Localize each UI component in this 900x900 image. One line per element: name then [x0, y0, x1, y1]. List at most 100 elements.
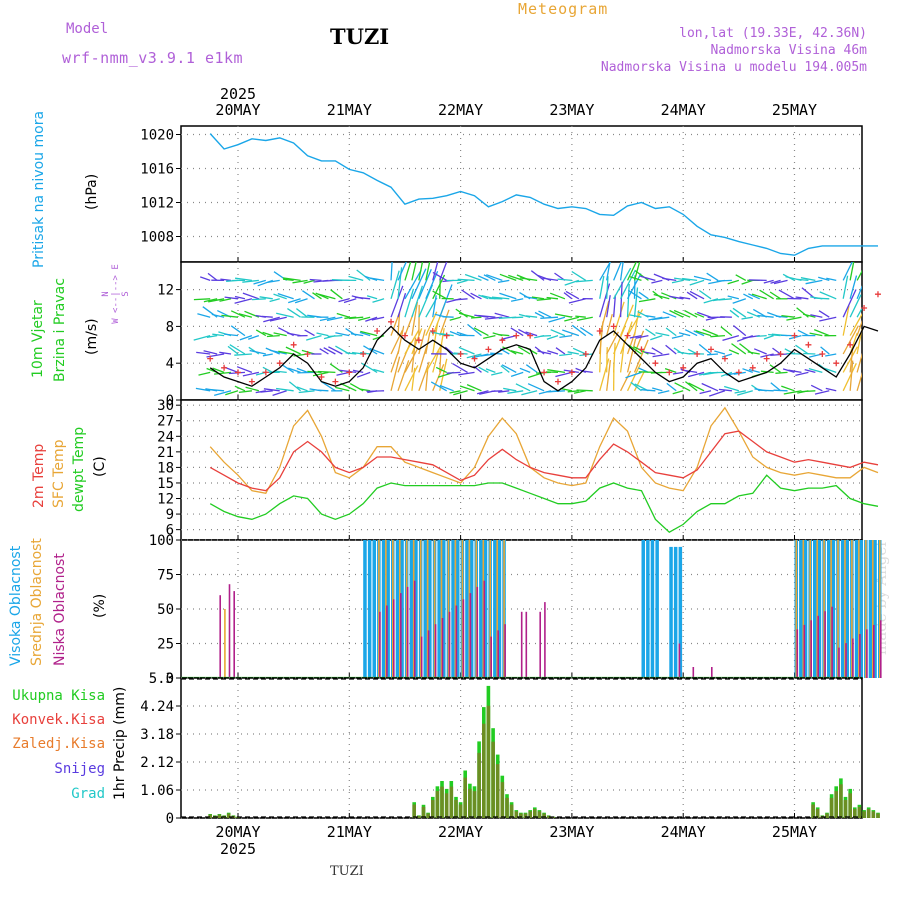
wind-vector [662, 277, 677, 282]
wind-vector [518, 328, 531, 337]
wind-vector [606, 347, 608, 373]
wind-vector [199, 276, 211, 282]
wind-vector [206, 334, 218, 338]
wind-vector [721, 353, 733, 358]
wind-vector [227, 345, 239, 355]
cloud-bar-low [803, 624, 806, 678]
wind-vector [695, 330, 712, 337]
precip-bar-convective [486, 705, 491, 818]
cloud-bar-mid [496, 540, 498, 678]
cloud-bar-high [363, 540, 367, 678]
cloud-bar-high [655, 540, 659, 678]
y-tick-label: 1020 [140, 128, 174, 144]
wind-vector [770, 382, 781, 392]
precip-bar-convective [217, 814, 222, 818]
wind-vector [432, 271, 448, 281]
top-day-label: 20MAY [215, 101, 260, 119]
y-tick-label: 2.12 [140, 755, 174, 771]
gust-marker [735, 369, 742, 376]
wind-vector [629, 334, 642, 339]
cloud-bar-mid [816, 540, 818, 678]
gust-marker [763, 355, 770, 362]
wind-vector [673, 309, 691, 318]
cloud-bar-high [669, 546, 673, 678]
wind-vector [641, 389, 656, 392]
wind-vector [494, 312, 510, 318]
wind-vector [404, 262, 412, 281]
wind-vector [245, 386, 260, 392]
wind-vector [335, 332, 350, 337]
cloud-bar-high [673, 546, 678, 678]
wind-vector [638, 291, 649, 300]
wind-vector [269, 298, 280, 303]
wind-vector [871, 289, 878, 317]
y-tick-label: 24 [157, 429, 174, 445]
wind-vector [674, 277, 691, 282]
wind-vector [773, 389, 788, 392]
precip-bar-convective [463, 777, 467, 818]
cloud-bar-low [228, 584, 231, 678]
precip-bar-convective [825, 813, 829, 818]
wind-vector [285, 346, 301, 355]
wind-vector [770, 279, 781, 284]
wind-vector [510, 371, 524, 378]
cloud-bar-low [525, 611, 528, 678]
cloud-bar-low [420, 636, 423, 678]
precip-bar-convective [866, 809, 871, 818]
wind-vector [229, 344, 246, 355]
wind-vector [425, 311, 438, 336]
cloud-bar-low [427, 630, 430, 678]
precip-bar-convective [853, 809, 857, 818]
wind-vector [425, 262, 431, 281]
y-tick-label: 12 [157, 283, 174, 299]
wind-vector [278, 350, 294, 355]
wind-vector [366, 390, 385, 393]
wind-vector [576, 316, 593, 322]
wind-vector [619, 321, 633, 355]
wind-vector [298, 390, 315, 394]
wind-vector [343, 298, 357, 304]
wind-vector [856, 285, 862, 300]
cloud-bar-high [367, 540, 372, 678]
precip-bar-convective [454, 800, 458, 818]
wind-vector [751, 293, 767, 300]
wind-vector [435, 366, 447, 373]
wind-vector [842, 289, 857, 318]
wind-vector [746, 311, 760, 318]
y-tick-label: 6 [166, 523, 174, 539]
wind-vector [606, 295, 611, 318]
y-tick-label: 1.06 [140, 783, 174, 799]
precip-bar-convective [876, 813, 880, 818]
wind-vector [404, 329, 420, 355]
precip-bar-convective [871, 811, 876, 818]
bottom-day-label: 20MAY [215, 823, 260, 841]
cloud-bar-low [379, 611, 381, 678]
wind-vector [820, 346, 830, 355]
wind-vector [430, 381, 448, 392]
wind-vector [340, 382, 357, 392]
wind-vector [312, 292, 322, 300]
wind-vector [449, 330, 461, 337]
wind-vector [519, 367, 531, 374]
model-name: wrf-nmm_v3.9.1 e1km [62, 49, 243, 67]
wind-vector [823, 367, 837, 374]
wind-vector [689, 279, 705, 286]
bottom-day-labels: 20MAY 21MAY 22MAY 23MAY 24MAY 25MAY [215, 823, 817, 841]
compass-rose-icon: NW <--|--> ES [101, 264, 131, 324]
cloud-bar-low [393, 599, 395, 678]
wind-vector [282, 364, 295, 373]
wind-vector [732, 298, 747, 304]
wind-vector [372, 334, 385, 341]
elevation-label: Nadmorska Visina 46m [710, 43, 867, 58]
wind-vector [269, 349, 287, 355]
wind-vector [698, 289, 712, 300]
cloud-bar-high [493, 540, 497, 678]
wind-vector [825, 387, 837, 392]
wind-vector [511, 316, 524, 319]
wind-vector [716, 279, 732, 282]
cloud-axis-labels: Visoka Oblacnost Srednja Oblacnost Niska… [8, 538, 108, 666]
wind-vector [565, 290, 580, 300]
wind-vector [775, 315, 788, 318]
cloud-bar-high [813, 540, 817, 678]
wind-vector [809, 332, 823, 337]
